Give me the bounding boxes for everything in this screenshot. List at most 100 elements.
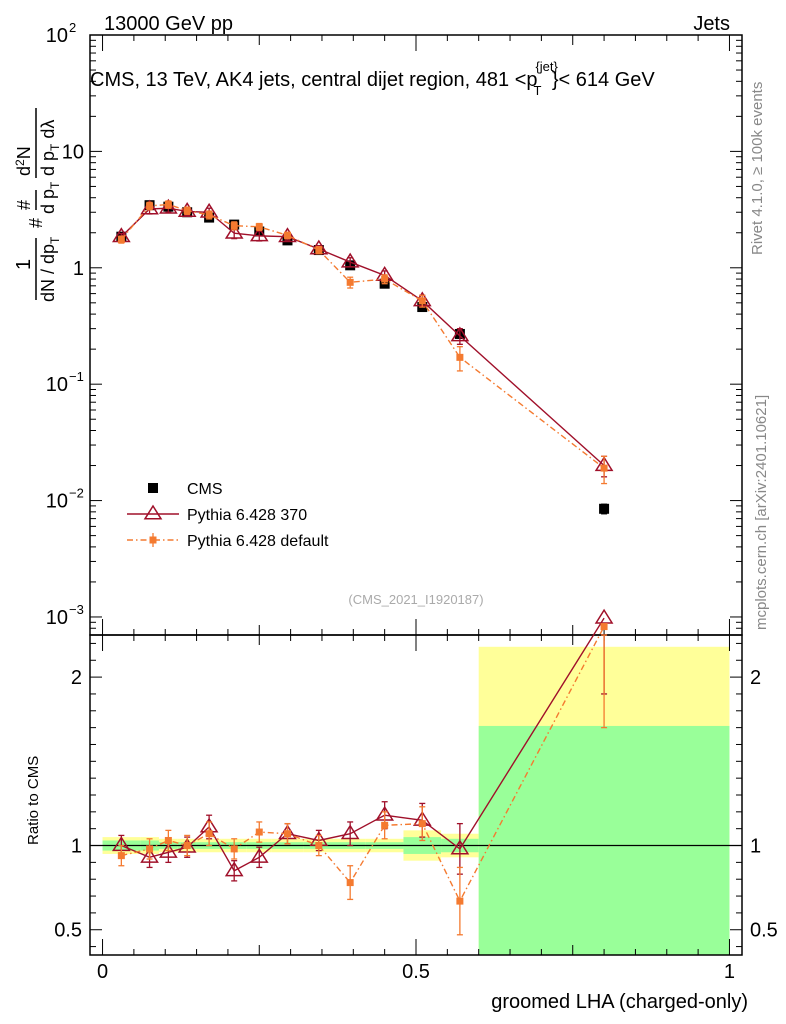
svg-text:d2N: d2N (13, 146, 34, 176)
main-series-pdef (117, 200, 608, 485)
data-point (346, 879, 354, 887)
ratio-y-tick-label-right: 2 (750, 667, 761, 689)
data-point (183, 207, 191, 215)
main-y-tick-label: 10 (46, 491, 68, 513)
plot-title: CMS, 13 TeV, AK4 jets, central dijet reg… (90, 59, 655, 98)
data-point (183, 842, 191, 850)
axis-ticks (90, 34, 742, 955)
data-point (249, 226, 269, 242)
ratio-y-tick-label-left: 2 (71, 667, 82, 689)
header-right: Jets (693, 13, 730, 35)
main-y-tick-exponent: −3 (69, 602, 84, 617)
data-point (450, 839, 470, 855)
data-point (600, 623, 608, 631)
ratio-uncertainty-bands (90, 646, 742, 955)
data-point (283, 830, 291, 838)
data-point (224, 223, 244, 239)
data-point (346, 278, 354, 286)
main-y-axis-label: 1 dN / dpT # # d pT d2N d pT dλ (13, 108, 62, 302)
main-y-tick-label: 1 (73, 258, 84, 280)
data-point (418, 820, 426, 828)
data-point (381, 275, 389, 283)
main-y-tick-label: 10 (46, 607, 68, 629)
svg-text:#: # (26, 218, 46, 228)
main-series-cms (116, 200, 610, 515)
plot-title-superscript: {jet} (535, 59, 558, 74)
data-point (600, 464, 608, 472)
main-series-p370 (111, 198, 614, 478)
data-point (164, 200, 172, 208)
legend-label: Pythia 6.428 default (187, 533, 329, 550)
header-left: 13000 GeV pp (104, 13, 233, 35)
data-point (146, 845, 154, 853)
main-y-tick-label: 10 (46, 374, 68, 396)
series-line (120, 203, 605, 469)
data-point (255, 223, 263, 231)
data-point (230, 845, 238, 853)
x-tick-label: 0.5 (402, 961, 430, 983)
legend-label: CMS (187, 481, 223, 498)
data-point (230, 222, 238, 230)
data-point (117, 852, 125, 860)
plot-title-end: }< 614 GeV (552, 69, 656, 91)
band-green (478, 725, 730, 955)
data-point (418, 297, 426, 305)
legend-item-pdef: Pythia 6.428 default (127, 533, 329, 550)
main-y-tick-exponent: −1 (69, 369, 84, 384)
data-point (140, 847, 159, 863)
mcplots-label: mcplots.cern.ch [arXiv:2401.10621] (753, 395, 770, 630)
data-point (177, 202, 197, 217)
svg-text:d pT: d pT (38, 181, 62, 214)
legend-item-p370: Pythia 6.428 370 (127, 504, 307, 524)
data-series (111, 198, 614, 936)
data-point (381, 821, 389, 829)
plot-title-subscript: T (534, 83, 542, 98)
ratio-y-tick-label-right: 0.5 (750, 920, 778, 942)
data-point (340, 824, 360, 840)
data-point (146, 202, 154, 210)
ratio-y-tick-label-left: 1 (71, 836, 82, 858)
data-point (205, 830, 213, 838)
main-y-tick-exponent: 2 (69, 20, 76, 35)
data-point (278, 227, 297, 243)
data-point (315, 246, 323, 254)
legend-marker (143, 504, 163, 520)
svg-text:#: # (14, 200, 34, 210)
data-point (159, 842, 178, 858)
data-point (594, 608, 614, 624)
x-tick-label: 0 (97, 961, 108, 983)
data-point (249, 847, 269, 863)
data-point (140, 199, 159, 215)
x-axis-label: groomed LHA (charged-only) (491, 991, 748, 1013)
svg-text:1: 1 (13, 259, 35, 270)
series-line (121, 617, 605, 872)
data-point (340, 252, 360, 268)
data-point (205, 211, 213, 219)
data-point (456, 897, 464, 905)
data-point (159, 198, 178, 214)
main-y-tick-label: 10 (62, 141, 84, 163)
data-point (224, 861, 244, 877)
data-point (450, 326, 470, 342)
legend-label: Pythia 6.428 370 (187, 507, 307, 524)
ratio-series-pdef (117, 623, 608, 936)
data-point (599, 503, 610, 514)
svg-text:d pT dλ: d pT dλ (38, 120, 62, 176)
x-tick-label: 1 (724, 961, 735, 983)
ratio-y-tick-label-left: 0.5 (54, 920, 82, 942)
data-point (456, 353, 464, 361)
data-point (315, 842, 323, 850)
rivet-version-label: Rivet 4.1.0, ≥ 100k events (749, 82, 766, 255)
main-y-tick-label: 10 (46, 25, 68, 47)
series-line (120, 207, 605, 467)
legend-item-cms: CMS (148, 481, 223, 498)
legend-marker (148, 483, 158, 493)
series-line (121, 626, 605, 903)
data-point (283, 231, 291, 239)
analysis-id: (CMS_2021_I1920187) (348, 592, 483, 607)
data-point (164, 836, 172, 844)
ratio-y-tick-label-right: 1 (750, 836, 761, 858)
data-point (255, 828, 263, 836)
